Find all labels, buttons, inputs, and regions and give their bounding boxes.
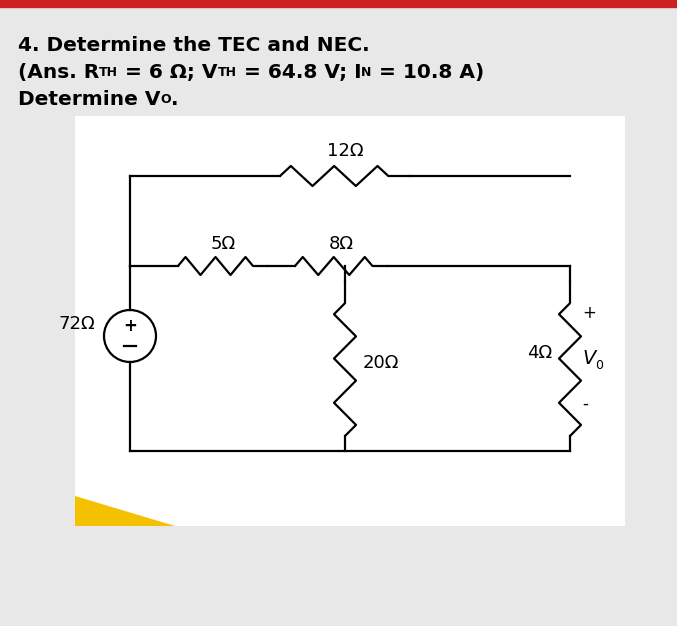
Text: 0: 0 xyxy=(595,359,603,372)
Text: 72Ω: 72Ω xyxy=(58,315,95,333)
Text: TH: TH xyxy=(100,66,118,79)
Text: 4Ω: 4Ω xyxy=(527,344,552,362)
Text: +: + xyxy=(123,317,137,335)
Text: .: . xyxy=(171,90,179,109)
Text: 4. Determine the TEC and NEC.: 4. Determine the TEC and NEC. xyxy=(18,36,370,55)
Polygon shape xyxy=(75,496,175,526)
Text: 8Ω: 8Ω xyxy=(329,235,354,253)
Bar xyxy=(0,0,677,7)
Text: O: O xyxy=(160,93,171,106)
Text: = 6 Ω; V: = 6 Ω; V xyxy=(118,63,218,82)
Text: 12Ω: 12Ω xyxy=(327,142,364,160)
Text: N: N xyxy=(362,66,372,79)
Text: +: + xyxy=(582,304,596,322)
Text: V: V xyxy=(582,349,595,368)
Text: 5Ω: 5Ω xyxy=(211,235,236,253)
Text: -: - xyxy=(582,394,588,413)
Text: = 10.8 A): = 10.8 A) xyxy=(372,63,484,82)
Text: (Ans. R: (Ans. R xyxy=(18,63,100,82)
Bar xyxy=(75,116,625,526)
Text: = 64.8 V; I: = 64.8 V; I xyxy=(237,63,362,82)
Text: TH: TH xyxy=(218,66,237,79)
Text: 20Ω: 20Ω xyxy=(363,354,399,372)
Text: Determine V: Determine V xyxy=(18,90,160,109)
